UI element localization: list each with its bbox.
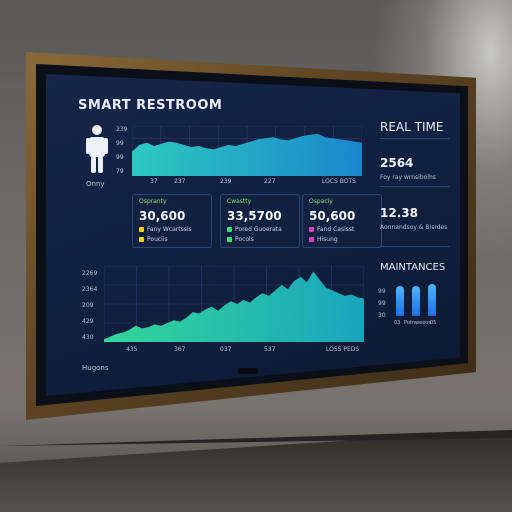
area-y-tick: 430	[82, 334, 94, 341]
realtime-stat-caption: Foy ray wrnsibolhs	[380, 174, 436, 181]
card-value: 50,600	[309, 209, 356, 223]
display-sensor	[238, 368, 258, 374]
floor	[0, 430, 512, 512]
top-chart-caption: Onny	[86, 180, 105, 188]
area-y-tick: 209	[82, 302, 94, 309]
realtime-stat-caption: Aonnandsoy & Bisrdes	[380, 224, 448, 231]
maintenance-bar	[428, 284, 436, 316]
card-row: Pored Guoerata	[227, 226, 282, 233]
card-row: Hisung	[309, 236, 338, 243]
top-x-tick: 227	[264, 178, 276, 185]
area-x-tick: 367	[174, 346, 186, 353]
card-row-text: Pored Guoerata	[235, 226, 282, 233]
top-y-tick: 239	[116, 126, 128, 133]
top-x-tick: 237	[174, 178, 186, 185]
card-row: Fany Wcartssis	[139, 226, 192, 233]
divider	[380, 246, 450, 247]
dashboard-screen: SMART RESTROOM Onny 239 99 99 79 37 237 …	[46, 74, 460, 396]
dashboard-title: SMART RESTROOM	[78, 98, 223, 113]
area-x-tick: 435	[126, 346, 138, 353]
person-icon	[86, 125, 108, 173]
area-y-tick: 2269	[82, 270, 98, 277]
maint-y-tick: 99	[378, 288, 386, 295]
top-y-tick: 99	[116, 140, 124, 147]
maintenance-bar	[412, 286, 420, 316]
divider	[380, 186, 450, 187]
card-row-text: Pouciis	[147, 236, 168, 243]
divider	[380, 138, 450, 139]
card-value: 33,5700	[227, 209, 282, 223]
maint-x-label: 03	[394, 320, 401, 326]
card-value: 30,600	[139, 209, 186, 223]
card-label: Cwastty	[227, 198, 252, 205]
legend-swatch	[227, 237, 232, 242]
legend-swatch	[227, 227, 232, 232]
card-row: Pocols	[227, 236, 254, 243]
card-label: Ospranty	[139, 198, 167, 205]
top-x-tick: LOCS BOTS	[322, 178, 356, 185]
area-x-tick: 037	[220, 346, 232, 353]
area-y-tick: 429	[82, 318, 94, 325]
card-row-text: Hisung	[317, 236, 338, 243]
top-x-tick: 239	[220, 178, 232, 185]
maint-x-label: 05	[430, 320, 437, 326]
maintenance-title: MAINTANCES	[380, 262, 446, 273]
area-x-tick: 537	[264, 346, 276, 353]
realtime-title: REAL TIME	[380, 120, 444, 134]
legend-swatch	[139, 237, 144, 242]
card-row: Pouciis	[139, 236, 168, 243]
area-y-tick: 2364	[82, 286, 98, 293]
maint-x-label: Potnweeos	[404, 320, 431, 326]
area-x-tick: LOSS PEDS	[326, 346, 360, 353]
top-y-tick: 79	[116, 168, 124, 175]
stat-card: Cwastty 33,5700 Pored Guoerata Pocols	[220, 194, 300, 248]
top-y-tick: 99	[116, 154, 124, 161]
stat-card: Ospaciy 50,600 Fand Casisst Hisung	[302, 194, 382, 248]
legend-swatch	[139, 227, 144, 232]
stat-card: Ospranty 30,600 Fany Wcartssis Pouciis	[132, 194, 212, 248]
card-label: Ospaciy	[309, 198, 333, 205]
top-x-tick: 37	[150, 178, 158, 185]
card-row-text: Fand Casisst	[317, 226, 355, 233]
maint-y-tick: 99	[378, 300, 386, 307]
realtime-stat-value: 2564	[380, 156, 414, 170]
area-series	[104, 271, 364, 342]
card-row: Fand Casisst	[309, 226, 354, 233]
bottom-caption: Hugons	[82, 364, 109, 372]
top-area-chart	[132, 126, 362, 176]
area-series	[132, 133, 362, 176]
card-row-text: Fany Wcartssis	[147, 226, 192, 233]
maintenance-bar	[396, 286, 404, 316]
legend-swatch	[309, 227, 314, 232]
realtime-stat-value: 12.38	[380, 206, 418, 220]
maint-y-tick: 30	[378, 312, 386, 319]
card-row-text: Pocols	[235, 236, 254, 243]
legend-swatch	[309, 237, 314, 242]
main-area-chart	[104, 266, 364, 342]
